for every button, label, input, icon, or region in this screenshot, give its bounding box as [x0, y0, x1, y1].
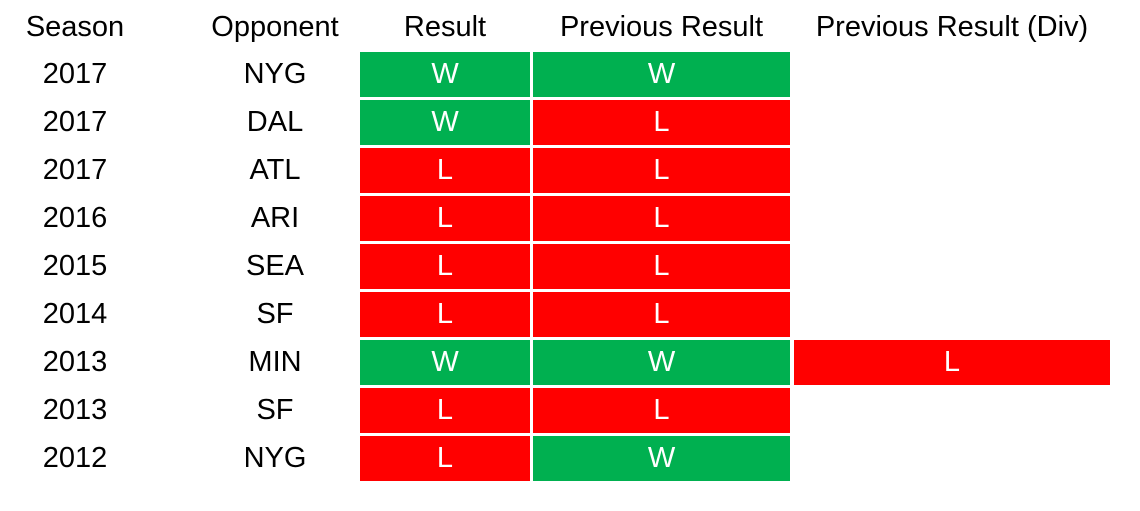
column-header: Result — [403, 11, 487, 43]
table-cell: 2013 — [42, 346, 108, 378]
table-cell: 2015 — [42, 250, 108, 282]
result-cell: W — [533, 340, 790, 385]
result-cell: W — [533, 52, 790, 97]
table-cell: NYG — [243, 58, 307, 90]
table-cell: DAL — [246, 106, 304, 138]
table-cell: SEA — [245, 250, 305, 282]
table-cell: 2017 — [42, 154, 108, 186]
table-cell: 2017 — [42, 106, 108, 138]
table-cell: SF — [256, 394, 294, 426]
result-cell: W — [533, 436, 790, 481]
column-header: Season — [25, 11, 125, 43]
result-cell: L — [360, 148, 530, 193]
table-cell: ATL — [249, 154, 301, 186]
column-header: Opponent — [211, 11, 339, 43]
result-cell: L — [533, 244, 790, 289]
result-cell: L — [533, 388, 790, 433]
table-cell: 2014 — [42, 298, 108, 330]
table-cell: NYG — [243, 442, 307, 474]
result-cell: L — [360, 292, 530, 337]
result-cell: L — [533, 196, 790, 241]
result-cell: L — [533, 100, 790, 145]
table-cell: 2016 — [42, 202, 108, 234]
column-header: Previous Result (Div) — [815, 11, 1089, 43]
table-cell: 2012 — [42, 442, 108, 474]
result-cell: L — [533, 292, 790, 337]
result-cell: L — [360, 436, 530, 481]
table-cell: SF — [256, 298, 294, 330]
column-header: Previous Result — [559, 11, 764, 43]
result-cell: L — [533, 148, 790, 193]
table-cell: 2017 — [42, 58, 108, 90]
result-cell: L — [794, 340, 1110, 385]
result-cell: W — [360, 100, 530, 145]
table-cell: 2013 — [42, 394, 108, 426]
result-cell: W — [360, 52, 530, 97]
result-cell: L — [360, 388, 530, 433]
result-cell: L — [360, 244, 530, 289]
table-cell: MIN — [248, 346, 302, 378]
result-cell: W — [360, 340, 530, 385]
table-cell: ARI — [250, 202, 300, 234]
result-cell: L — [360, 196, 530, 241]
